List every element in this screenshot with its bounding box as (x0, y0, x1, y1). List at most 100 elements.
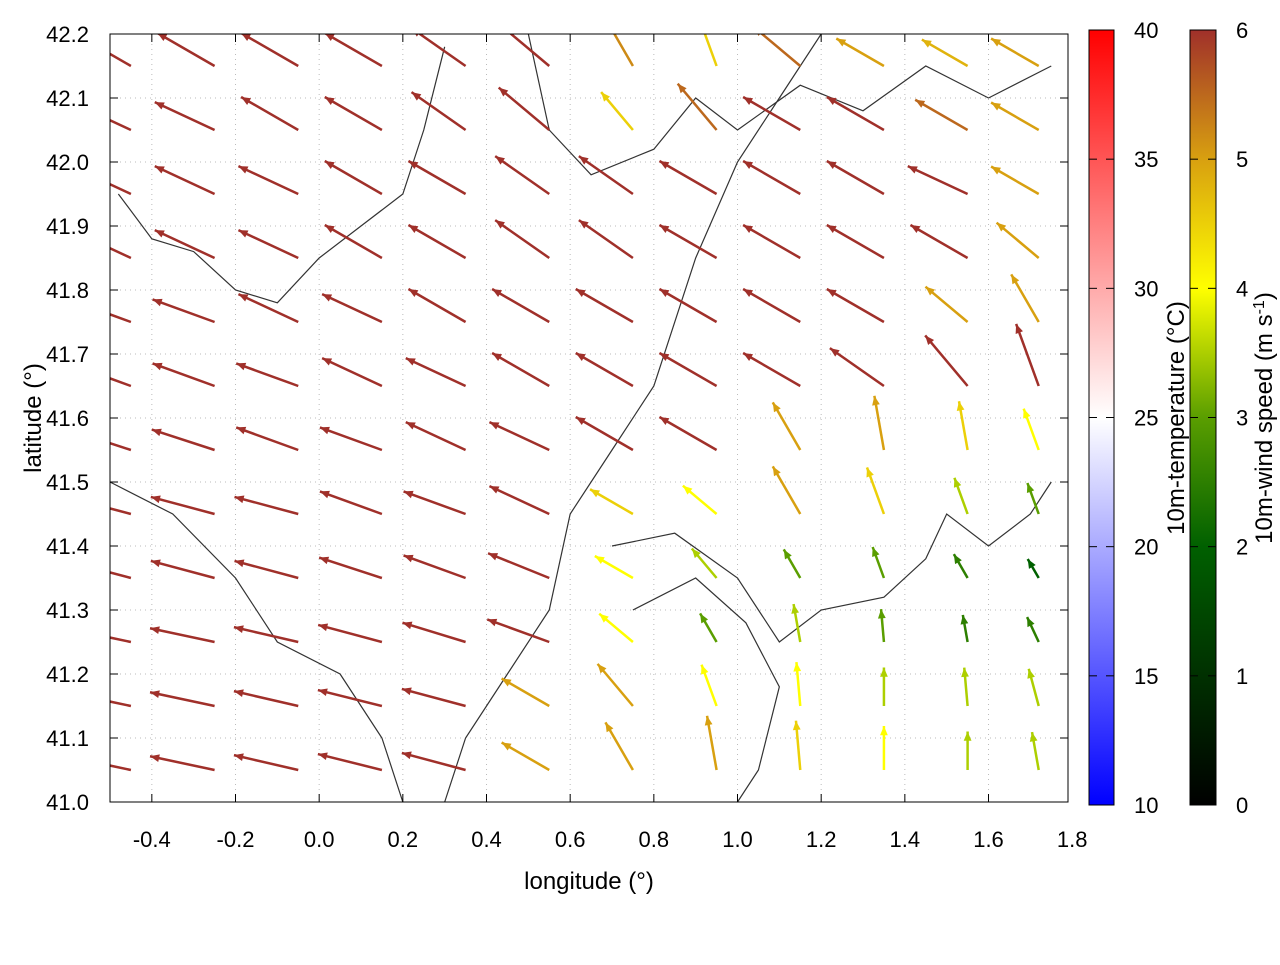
vector-arrowhead (489, 422, 500, 430)
wind-vector (578, 155, 634, 196)
y-tick-label: 42.0 (46, 150, 89, 175)
vector-shaft (403, 490, 467, 516)
vector-arrowhead (322, 358, 333, 366)
wind-vector (877, 609, 886, 643)
vector-arrowhead (238, 294, 249, 302)
vector-arrowhead (880, 726, 888, 736)
vector-shaft (110, 700, 132, 708)
vector-shaft (151, 428, 215, 452)
vector-arrowhead (152, 362, 163, 371)
wind-vector (742, 223, 801, 260)
vector-shaft (324, 95, 383, 132)
colorbar-tick-label: 20 (1134, 535, 1158, 560)
wind-vector (578, 219, 634, 260)
vector-arrowhead (492, 289, 503, 297)
vector-arrowhead (238, 166, 249, 174)
wind-vector (575, 415, 634, 452)
vector-shaft (237, 164, 299, 196)
wind-vector (233, 753, 299, 772)
vector-shaft (494, 219, 550, 260)
vector-shaft (742, 351, 801, 388)
wind-vector (150, 495, 215, 516)
vector-arrowhead (578, 156, 589, 165)
y-tick-label: 41.9 (46, 214, 89, 239)
vector-arrowhead (605, 722, 614, 733)
vector-arrowhead (501, 678, 512, 687)
vector-shaft (235, 362, 299, 388)
vector-arrowhead (604, 16, 612, 26)
vector-shaft (321, 356, 383, 388)
wind-vector (742, 159, 801, 196)
vector-shaft (234, 559, 299, 580)
vector-arrowhead (826, 161, 837, 169)
vector-shaft (318, 556, 383, 580)
y-axis-ticks: 41.0 41.1 41.2 41.3 41.4 41.5 41.6 41.7 41.8 41.9… (46, 22, 1068, 815)
wind-vector (405, 356, 467, 388)
vector-shaft (150, 559, 215, 580)
wind-vector (791, 603, 802, 643)
vector-arrowhead (403, 554, 414, 563)
wind-vector (156, 34, 216, 68)
vector-arrowhead (1027, 668, 1035, 679)
vector-shaft (110, 246, 132, 260)
wind-vector (871, 546, 886, 579)
vector-arrowhead (699, 19, 706, 29)
vector-arrowhead (791, 604, 800, 614)
vector-arrowhead (495, 220, 505, 229)
vector-arrowhead (793, 662, 802, 672)
vector-arrowhead (234, 495, 245, 504)
vector-arrowhead (324, 225, 335, 233)
vector-arrowhead (415, 34, 419, 37)
vector-shaft (317, 623, 383, 644)
wind-vector (990, 165, 1040, 196)
vector-shaft (319, 490, 383, 516)
vector-arrowhead (963, 731, 972, 741)
vector-shaft (403, 554, 467, 580)
vector-shaft (152, 298, 216, 324)
wind-vector (604, 721, 635, 771)
vector-arrowhead (236, 426, 247, 435)
vector-shaft (826, 287, 885, 324)
x-tick-label: 1.0 (722, 827, 753, 852)
temperature-colorbar-ticks: 10 15 20 25 30 35 40 (1089, 18, 1158, 818)
vector-arrowhead (682, 485, 693, 495)
wind-vector (149, 626, 215, 644)
wind-vector (835, 37, 885, 68)
wind-vector (700, 664, 718, 707)
wind-vector (872, 395, 886, 451)
wind-vector (235, 426, 299, 452)
vector-arrowhead (743, 225, 754, 233)
vector-arrowhead (152, 298, 163, 307)
vector-arrowhead (495, 156, 505, 165)
contour-line (611, 481, 1052, 643)
vector-arrowhead (154, 166, 165, 174)
vector-arrowhead (701, 664, 709, 675)
vector-arrowhead (67, 496, 77, 504)
vector-arrowhead (325, 34, 335, 41)
wind-vector (1014, 323, 1040, 387)
vector-arrowhead (498, 87, 509, 97)
vector-arrowhead (757, 34, 761, 37)
wind-vector (154, 164, 216, 196)
vector-arrowhead (501, 742, 512, 751)
vector-shaft (237, 228, 299, 260)
vector-shaft (826, 223, 885, 260)
vector-shaft (240, 34, 299, 68)
wind-vector (658, 351, 718, 388)
vector-arrowhead (872, 546, 880, 557)
vector-shaft (491, 287, 550, 324)
vector-arrowhead (743, 289, 754, 297)
vector-arrowhead (489, 486, 500, 494)
vector-arrowhead (492, 353, 503, 361)
wind-vector (403, 490, 467, 516)
x-tick-label: -0.4 (133, 827, 171, 852)
wind-vector (317, 623, 383, 644)
vector-arrowhead (411, 92, 422, 101)
vector-shaft (487, 552, 550, 580)
vector-shaft (154, 228, 216, 260)
vector-arrowhead (317, 688, 328, 697)
vector-shaft (110, 507, 132, 516)
vector-shaft (676, 82, 718, 131)
wind-vector (237, 228, 299, 260)
vector-arrowhead (241, 34, 252, 41)
